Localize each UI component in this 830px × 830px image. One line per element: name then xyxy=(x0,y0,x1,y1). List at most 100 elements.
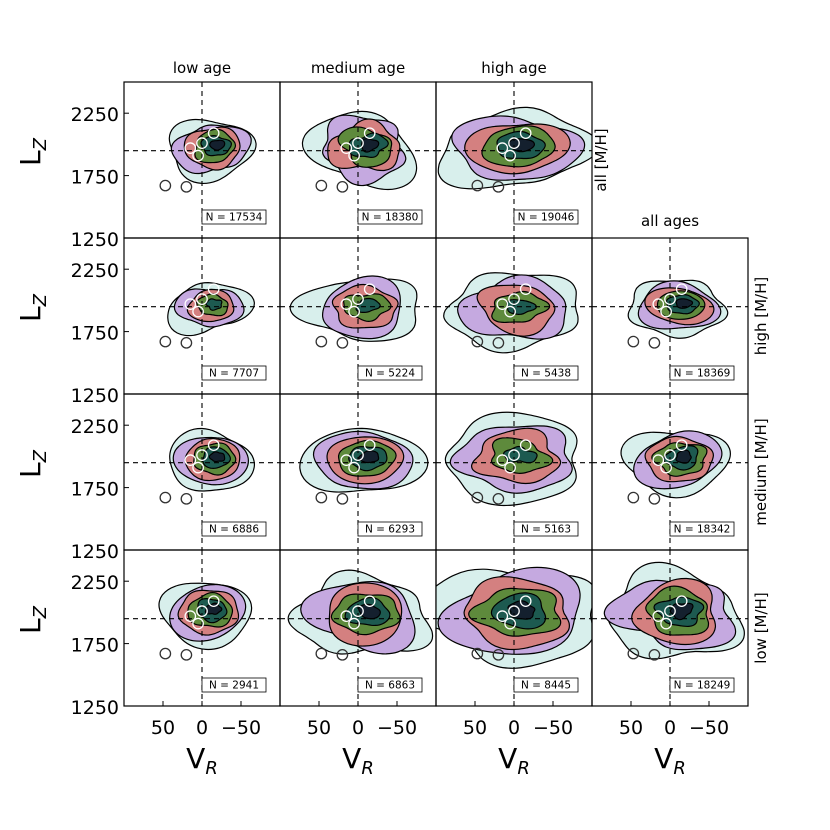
count-label: N = 18249 xyxy=(674,680,731,692)
x-tick-label: 50 xyxy=(619,717,643,739)
panel-2-0: N = 6886 xyxy=(123,393,281,551)
y-tick-label: 1250 xyxy=(71,541,119,563)
resonance-marker xyxy=(315,335,328,348)
resonance-marker xyxy=(352,449,364,462)
resonance-marker xyxy=(471,335,484,348)
resonance-marker xyxy=(196,137,208,150)
resonance-marker xyxy=(652,610,665,622)
x-tick-label: 0 xyxy=(664,717,676,739)
x-tick-label: 50 xyxy=(463,717,487,739)
count-label: N = 6886 xyxy=(209,524,259,536)
panel-0-1: N = 18380 xyxy=(279,81,437,239)
resonance-marker xyxy=(496,298,509,310)
resonance-marker xyxy=(363,439,376,452)
x-tick-label: 50 xyxy=(307,717,331,739)
panel-3-2: N = 8445 xyxy=(435,549,593,707)
x-tick-label: 0 xyxy=(196,717,208,739)
count-box xyxy=(513,209,579,225)
resonance-marker xyxy=(519,595,532,608)
count-label: N = 18342 xyxy=(674,524,731,536)
resonance-marker xyxy=(352,605,364,618)
resonance-marker xyxy=(508,293,520,306)
resonance-marker xyxy=(648,336,661,349)
resonance-marker xyxy=(508,137,520,150)
resonance-marker xyxy=(471,491,484,504)
resonance-marker xyxy=(627,647,640,660)
resonance-marker xyxy=(504,149,516,162)
resonance-marker xyxy=(315,491,328,504)
x-axis-label: VR xyxy=(342,742,374,779)
panel-0-2: N = 19046 xyxy=(435,81,593,239)
count-box xyxy=(513,521,579,537)
contour-level-6 xyxy=(358,603,381,620)
resonance-marker xyxy=(196,449,208,462)
resonance-marker xyxy=(492,180,505,193)
contour-level-6 xyxy=(358,450,380,464)
contour-level-5 xyxy=(205,298,223,311)
resonance-marker xyxy=(340,298,353,310)
resonance-marker xyxy=(508,605,520,618)
count-label: N = 7707 xyxy=(209,368,259,380)
count-box xyxy=(201,209,267,225)
y-tick-label: 2250 xyxy=(71,416,119,438)
resonance-marker xyxy=(348,617,360,630)
count-label: N = 5224 xyxy=(365,368,415,380)
x-tick-label: 50 xyxy=(151,717,175,739)
column-title: low age xyxy=(173,59,231,77)
x-tick-label: −50 xyxy=(533,717,573,739)
column-title: high age xyxy=(481,59,546,77)
resonance-marker xyxy=(627,335,640,348)
resonance-marker xyxy=(184,454,197,466)
resonance-marker xyxy=(340,454,353,466)
resonance-marker xyxy=(207,283,220,296)
panel-3-1: N = 6863 xyxy=(279,549,437,707)
resonance-marker xyxy=(363,595,376,608)
count-label: N = 18380 xyxy=(362,212,419,224)
y-tick-label: 1750 xyxy=(71,323,119,345)
resonance-marker xyxy=(363,283,376,296)
y-tick-label: 2250 xyxy=(71,104,119,126)
y-tick-label: 1750 xyxy=(71,167,119,189)
x-tick-label: 0 xyxy=(508,717,520,739)
resonance-marker xyxy=(496,610,509,622)
row-label: all [M/H] xyxy=(592,128,610,191)
resonance-marker xyxy=(675,439,688,452)
column-title: all ages xyxy=(641,212,699,230)
resonance-marker xyxy=(196,605,208,618)
resonance-marker xyxy=(352,137,364,150)
x-tick-label: 0 xyxy=(352,717,364,739)
resonance-marker xyxy=(519,127,532,140)
resonance-marker xyxy=(184,298,197,310)
resonance-marker xyxy=(660,305,672,318)
resonance-marker xyxy=(652,298,665,310)
count-label: N = 8445 xyxy=(521,680,571,692)
contour-level-6 xyxy=(669,602,694,621)
resonance-marker xyxy=(492,648,505,661)
resonance-marker xyxy=(340,142,353,154)
resonance-marker xyxy=(207,595,220,608)
x-tick-label: −50 xyxy=(221,717,261,739)
resonance-marker xyxy=(660,617,672,630)
resonance-marker xyxy=(508,449,520,462)
count-label: N = 5438 xyxy=(521,368,571,380)
row-label: high [M/H] xyxy=(752,277,770,355)
resonance-marker xyxy=(627,491,640,504)
panel-3-0: N = 2941 xyxy=(123,549,281,707)
count-box xyxy=(513,677,579,693)
y-tick-label: 2250 xyxy=(71,572,119,594)
y-tick-label: 1750 xyxy=(71,479,119,501)
contour-level-6 xyxy=(675,298,694,309)
resonance-marker xyxy=(336,336,349,349)
panel-2-1: N = 6293 xyxy=(279,393,437,551)
y-axis-label: LZ xyxy=(14,137,51,166)
resonance-marker xyxy=(180,336,193,349)
resonance-marker xyxy=(336,180,349,193)
count-label: N = 17534 xyxy=(206,212,263,224)
y-axis-label: LZ xyxy=(14,293,51,322)
resonance-marker xyxy=(184,610,197,622)
count-label: N = 18369 xyxy=(674,368,731,380)
panel-3-3: N = 18249 xyxy=(591,549,749,707)
resonance-marker xyxy=(664,605,676,618)
resonance-marker xyxy=(180,180,193,193)
